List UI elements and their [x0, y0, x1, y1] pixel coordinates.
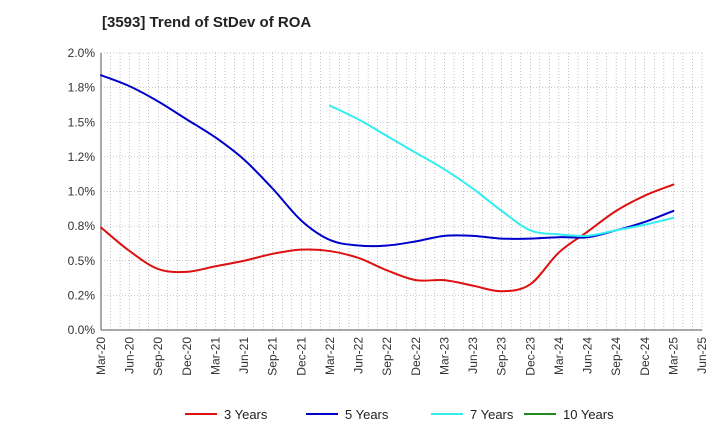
legend-label: 3 Years: [224, 407, 268, 422]
x-tick-label: Dec-20: [180, 337, 194, 376]
series-lines: [100, 74, 675, 293]
y-tick-label: 1.8%: [68, 81, 96, 95]
x-tick-label: Mar-24: [552, 337, 566, 375]
x-axis-ticks: Mar-20 Jun-20 Sep-20 Dec-20 Mar-21 Jun-21 Sep-…: [94, 337, 709, 376]
series-line-5-years: [100, 74, 675, 248]
x-tick-label: Dec-22: [409, 337, 423, 376]
x-tick-label: Sep-22: [380, 337, 394, 376]
y-tick-label: 0.5%: [68, 254, 96, 268]
y-tick-label: 0.2%: [68, 288, 96, 302]
x-tick-label: Mar-23: [437, 337, 451, 375]
x-tick-label: Sep-21: [266, 337, 280, 376]
y-axis-ticks: 0.0% 0.2% 0.5% 0.8% 1.0% 1.2% 1.5% 1.8% 2.0%: [68, 46, 96, 337]
x-tick-label: Sep-24: [609, 337, 623, 376]
y-tick-label: 1.0%: [68, 185, 96, 199]
x-tick-label: Mar-20: [94, 337, 108, 375]
y-tick-label: 0.0%: [68, 323, 96, 337]
x-tick-label: Mar-21: [208, 337, 222, 375]
x-tick-label: Jun-22: [352, 337, 366, 374]
x-tick-label: Sep-20: [151, 337, 165, 376]
legend: 3 Years 5 Years 7 Years 10 Years: [185, 407, 614, 422]
x-tick-label: Dec-21: [294, 337, 308, 376]
x-tick-label: Jun-20: [123, 337, 137, 374]
x-tick-label: Dec-24: [638, 337, 652, 376]
y-tick-label: 2.0%: [68, 46, 96, 60]
x-tick-label: Jun-23: [466, 337, 480, 374]
chart-title: [3593] Trend of StDev of ROA: [102, 14, 312, 31]
y-tick-label: 1.5%: [68, 115, 96, 129]
x-tick-label: Sep-23: [495, 337, 509, 376]
y-tick-label: 1.2%: [68, 150, 96, 164]
y-tick-label: 0.8%: [68, 219, 96, 233]
x-tick-label: Jun-24: [581, 337, 595, 374]
series-line-7-years: [328, 104, 675, 238]
axes: [100, 53, 702, 331]
x-tick-label: Jun-21: [237, 337, 251, 374]
x-tick-label: Mar-22: [323, 337, 337, 375]
x-tick-label: Mar-25: [666, 337, 680, 375]
x-tick-label: Dec-23: [523, 337, 537, 376]
grid-lines: [100, 52, 703, 331]
legend-label: 10 Years: [563, 407, 614, 422]
x-tick-label: Jun-25: [695, 337, 709, 374]
legend-label: 5 Years: [345, 407, 389, 422]
legend-label: 7 Years: [470, 407, 514, 422]
